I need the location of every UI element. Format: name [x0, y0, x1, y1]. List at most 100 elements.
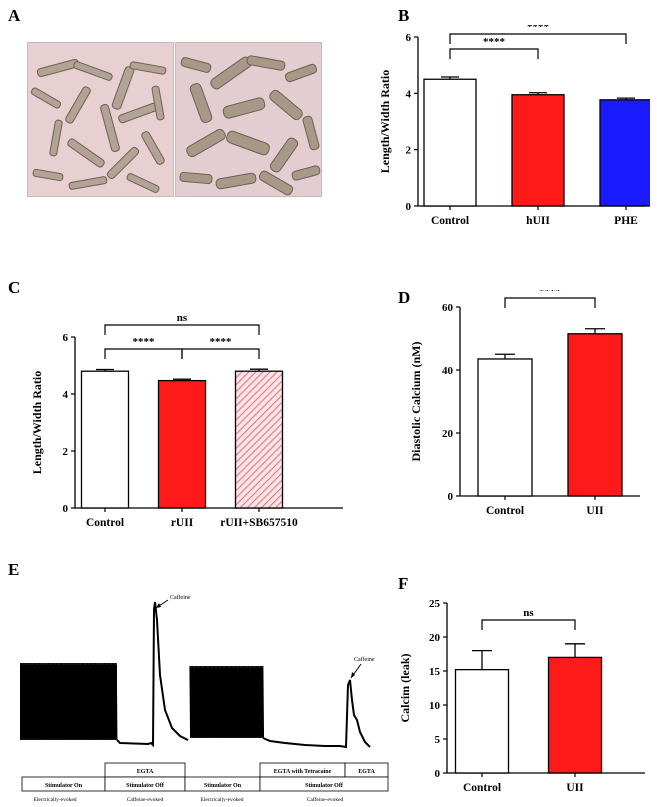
- protocol-top-label: EGTA: [137, 769, 154, 775]
- cardiomyocyte: [30, 87, 62, 109]
- cell-body: [302, 115, 320, 151]
- y-tick-label: 0: [406, 201, 412, 213]
- y-tick-label: 20: [429, 632, 441, 644]
- cell-body: [126, 173, 160, 193]
- cell-body: [186, 128, 226, 158]
- chart-c: 0 2 4 6 Length/Width Ratio Control rUII rUII+SB…: [30, 312, 343, 529]
- cell-body: [226, 130, 270, 156]
- bar-phe: [599, 99, 650, 207]
- panel-label-c: C: [8, 278, 21, 297]
- y-tick-label: 25: [429, 598, 441, 610]
- caffeine-arrowhead-1: [156, 603, 161, 608]
- trace-caffeine-2: [262, 679, 371, 749]
- cell-body: [291, 165, 321, 181]
- calcium-trace: [20, 601, 371, 749]
- protocol-bottom-label: Electrically-evoked: [33, 797, 76, 803]
- protocol-mid-box: [259, 776, 389, 792]
- y-tick-label: 4: [63, 389, 69, 401]
- bar-uii: [567, 333, 623, 497]
- protocol-mid-label: Stimulator On: [45, 783, 83, 789]
- significance-bracket: [104, 348, 183, 359]
- panel-label-e: E: [8, 560, 20, 579]
- panel-label-d: D: [398, 288, 411, 307]
- cell-body: [246, 55, 286, 71]
- cell-body: [67, 138, 105, 168]
- cell-body: [100, 104, 120, 152]
- cell-body: [30, 87, 62, 109]
- micrograph-left-cells: [30, 58, 167, 193]
- cell-body: [73, 61, 113, 81]
- bar-huii: [511, 94, 565, 207]
- significance-label: ns: [523, 607, 534, 619]
- cell-body: [141, 131, 165, 165]
- cell-body: [68, 176, 108, 190]
- y-axis-label: Length/Width Ratio: [378, 70, 392, 173]
- y-tick-label: 0: [435, 768, 441, 780]
- cardiomyocyte: [189, 83, 213, 123]
- micrograph-right-cells: [179, 55, 321, 196]
- chart-e-trace: Caffeine Caffeine EGTA EGTA with Tetracaine…: [20, 594, 389, 803]
- cardiomyocyte: [226, 130, 270, 156]
- protocol-mid-label: Stimulator Off: [305, 783, 344, 789]
- protocol-mid-label: Stimulator On: [204, 783, 242, 789]
- y-tick-label: 2: [63, 446, 69, 458]
- cell-body: [210, 56, 252, 90]
- bar-control: [477, 358, 533, 497]
- bar-ruii: [157, 379, 207, 509]
- cardiomyocyte: [49, 119, 63, 157]
- cardiomyocyte: [73, 61, 113, 81]
- y-tick-label: 15: [429, 666, 441, 678]
- bar-control: [423, 78, 477, 207]
- x-tick-label: UII: [586, 505, 604, 517]
- protocol-mid-label: Stimulator Off: [126, 783, 165, 789]
- cell-body: [269, 137, 299, 173]
- caffeine-annotation-1: Caffeine: [170, 594, 191, 601]
- cell-body: [189, 83, 213, 123]
- micrograph-left: [27, 42, 174, 197]
- cell-body: [111, 66, 135, 110]
- significance-bracket: [104, 324, 260, 335]
- cardiomyocyte: [284, 63, 318, 83]
- cardiomyocyte: [118, 102, 158, 124]
- x-tick-label: rUII: [171, 517, 194, 529]
- bar-control: [454, 668, 510, 774]
- cardiomyocyte: [32, 168, 64, 182]
- cell-body: [258, 170, 294, 196]
- cell-body: [129, 61, 167, 75]
- cell-body: [284, 63, 318, 83]
- cardiomyocyte: [222, 97, 266, 119]
- significance-label: ****: [210, 336, 233, 348]
- cardiomyocyte: [106, 146, 140, 180]
- cardiomyocyte: [111, 66, 135, 110]
- y-tick-label: 4: [406, 88, 412, 100]
- trace-fill-1: [20, 665, 117, 739]
- cardiomyocyte: [36, 58, 80, 78]
- panel-label-a: A: [8, 6, 21, 25]
- cardiomyocyte: [65, 86, 91, 124]
- significance-label: ****: [527, 25, 550, 33]
- cell-body: [65, 86, 91, 124]
- bar-uii: [547, 656, 603, 774]
- cardiomyocyte: [186, 128, 226, 158]
- bar-ruii-sb657510: [234, 370, 284, 509]
- cardiomyocyte: [291, 165, 321, 181]
- protocol-bottom-label: Electrically-evoked: [200, 797, 243, 803]
- cell-body: [215, 172, 257, 190]
- chart-b: 0 2 4 6 Length/Width Ratio Control hUII PHE ****…: [378, 25, 650, 227]
- y-axis-label: Diastolic Calcium (nM): [409, 342, 423, 462]
- cell-body: [32, 168, 64, 182]
- x-tick-label: rUII+SB657510: [220, 517, 298, 529]
- chart-f: 0 5 10 15 20 25 Calcim (leak) Control UII ns: [398, 598, 645, 794]
- cardiomyocyte: [269, 89, 303, 121]
- y-axis-label: Length/Width Ratio: [30, 371, 44, 474]
- protocol-bottom-label: Caffeine-evoked: [307, 796, 344, 803]
- significance-bracket: [481, 619, 576, 630]
- trace-fill-2: [190, 668, 263, 737]
- x-tick-label: Control: [486, 505, 524, 517]
- cardiomyocyte: [151, 85, 165, 121]
- cell-body: [222, 97, 266, 119]
- micrograph-right: [175, 42, 322, 197]
- cell-body: [36, 58, 80, 78]
- x-tick-label: PHE: [614, 215, 638, 227]
- significance-label: ****: [539, 290, 562, 297]
